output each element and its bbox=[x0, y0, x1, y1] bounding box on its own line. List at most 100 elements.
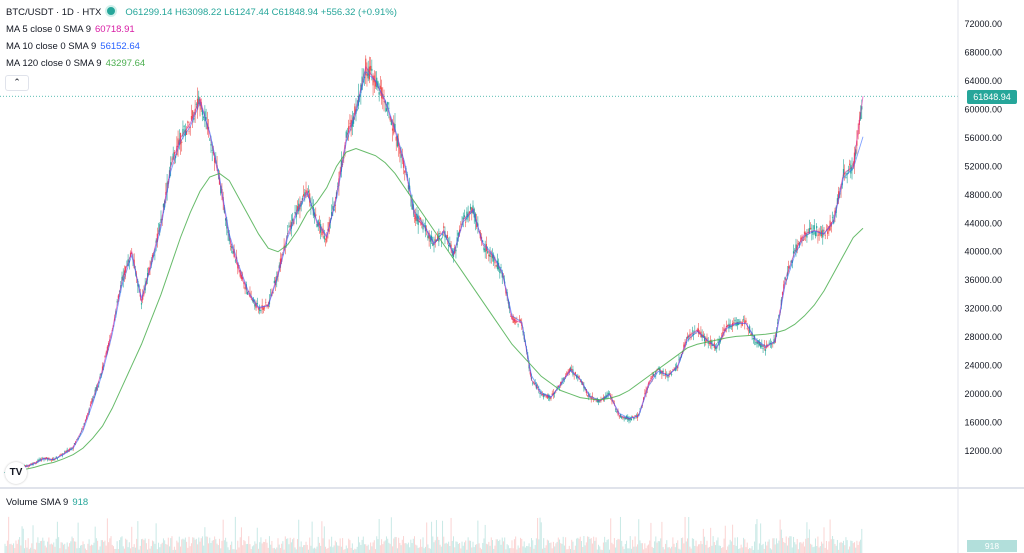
volume-bar bbox=[6, 540, 8, 553]
volume-bar bbox=[541, 548, 543, 553]
volume-bar bbox=[618, 539, 620, 553]
price-axis[interactable]: 72000.00 68000.00 64000.00 60000.00 56000.00… bbox=[964, 19, 1002, 456]
volume-bar bbox=[396, 548, 398, 553]
volume-bar bbox=[462, 545, 464, 553]
volume-bar bbox=[555, 543, 557, 553]
candle-body bbox=[244, 287, 246, 290]
volume-bar bbox=[362, 536, 364, 553]
volume-bar bbox=[48, 537, 50, 553]
candle-body bbox=[747, 330, 750, 332]
candle-body bbox=[539, 393, 541, 395]
volume-bar bbox=[627, 548, 629, 553]
candle-body bbox=[630, 418, 633, 420]
volume-bar bbox=[249, 544, 251, 553]
volume-bar bbox=[704, 536, 706, 553]
volume-bar bbox=[80, 545, 82, 553]
symbol-label[interactable]: BTC/USDT · 1D · HTX bbox=[6, 7, 102, 18]
candle-body bbox=[644, 392, 646, 394]
volume-bar bbox=[554, 546, 556, 553]
volume-bar bbox=[561, 543, 563, 553]
volume-bar bbox=[139, 545, 141, 553]
volume-bar bbox=[418, 547, 420, 553]
volume-bar bbox=[399, 542, 401, 553]
indicator-ma120[interactable]: MA 120 close 0 SMA 9 43297.64 bbox=[6, 58, 145, 69]
volume-bar bbox=[279, 547, 281, 553]
indicator-ma5[interactable]: MA 5 close 0 SMA 9 60718.91 bbox=[6, 24, 135, 35]
volume-bar bbox=[182, 538, 184, 553]
volume-bar bbox=[667, 547, 669, 553]
candle-body bbox=[399, 147, 401, 154]
volume-bar bbox=[665, 543, 667, 553]
volume-bar bbox=[195, 538, 197, 553]
volume-bar bbox=[84, 548, 86, 553]
candle-body bbox=[578, 375, 580, 379]
candle-body bbox=[448, 245, 450, 247]
candle-body bbox=[803, 231, 806, 234]
candle-body bbox=[489, 252, 491, 257]
volume-bar bbox=[599, 546, 601, 553]
volume-bar bbox=[578, 538, 580, 553]
volume-bar bbox=[715, 545, 717, 553]
candle-body bbox=[828, 226, 830, 232]
volume-bar bbox=[661, 521, 663, 553]
volume-bar bbox=[82, 541, 84, 553]
volume-bar bbox=[577, 537, 579, 553]
volume-bar bbox=[644, 543, 646, 553]
volume-bar bbox=[111, 544, 113, 553]
candle-body bbox=[323, 235, 325, 240]
volume-bar bbox=[231, 541, 233, 553]
candle-body bbox=[383, 101, 385, 102]
volume-bar bbox=[117, 549, 119, 553]
volume-bar bbox=[834, 543, 836, 553]
volume-bar bbox=[184, 537, 186, 553]
candle-body bbox=[635, 415, 637, 417]
candle-body bbox=[671, 374, 673, 375]
volume-bar bbox=[278, 544, 280, 553]
volume-bar bbox=[336, 542, 337, 553]
volume-bar bbox=[420, 539, 422, 553]
candle-body bbox=[624, 417, 626, 420]
volume-bar bbox=[779, 519, 781, 553]
volume-bar bbox=[160, 544, 162, 553]
volume-bar bbox=[633, 546, 635, 553]
volume-bar bbox=[38, 543, 40, 553]
candle-body bbox=[413, 218, 416, 219]
candle-body bbox=[302, 194, 305, 197]
volume-bar bbox=[810, 543, 812, 553]
candle-body bbox=[707, 342, 709, 344]
volume-bar bbox=[538, 539, 540, 553]
candle-body bbox=[421, 221, 423, 225]
volume-bar bbox=[674, 547, 676, 553]
volume-bar bbox=[138, 549, 140, 553]
volume-bar bbox=[602, 542, 604, 553]
volume-bar bbox=[209, 537, 211, 553]
candle-body bbox=[809, 227, 812, 229]
candle-body bbox=[851, 167, 853, 171]
volume-bar bbox=[321, 521, 323, 553]
candle-body bbox=[345, 131, 347, 138]
volume-bar bbox=[702, 528, 704, 553]
volume-bar bbox=[158, 542, 160, 553]
collapse-legend-button[interactable]: ⌃ bbox=[5, 75, 29, 91]
y-tick-label: 36000.00 bbox=[964, 275, 1002, 285]
candle-body bbox=[195, 103, 197, 105]
volume-bar bbox=[426, 522, 428, 553]
candle-body bbox=[516, 321, 518, 323]
volume-bar bbox=[634, 536, 636, 553]
tradingview-logo-icon[interactable]: TV bbox=[5, 462, 27, 484]
volume-bar bbox=[318, 542, 320, 553]
volume-bar bbox=[512, 548, 514, 553]
volume-legend[interactable]: Volume SMA 9 918 bbox=[6, 497, 88, 508]
candle-body bbox=[855, 149, 857, 156]
volume-bar bbox=[387, 538, 389, 553]
candle-body bbox=[495, 265, 497, 267]
indicator-ma10[interactable]: MA 10 close 0 SMA 9 56152.64 bbox=[6, 41, 140, 52]
candle-body bbox=[182, 128, 184, 137]
market-status-icon bbox=[105, 5, 118, 17]
volume-bar bbox=[515, 536, 517, 553]
volume-bar bbox=[487, 544, 489, 553]
volume-bar bbox=[150, 546, 152, 553]
volume-bar bbox=[552, 541, 554, 553]
volume-bar bbox=[334, 540, 336, 553]
